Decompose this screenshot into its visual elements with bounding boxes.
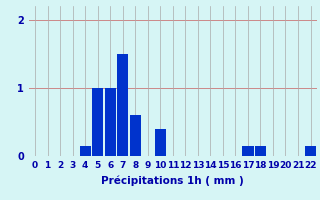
Bar	[92, 88, 103, 156]
Bar	[105, 88, 116, 156]
Bar	[130, 115, 141, 156]
Bar	[155, 129, 166, 156]
Bar	[79, 146, 91, 156]
Bar	[305, 146, 316, 156]
Bar	[255, 146, 266, 156]
Bar	[117, 54, 128, 156]
X-axis label: Précipitations 1h ( mm ): Précipitations 1h ( mm )	[101, 175, 244, 186]
Bar	[242, 146, 253, 156]
